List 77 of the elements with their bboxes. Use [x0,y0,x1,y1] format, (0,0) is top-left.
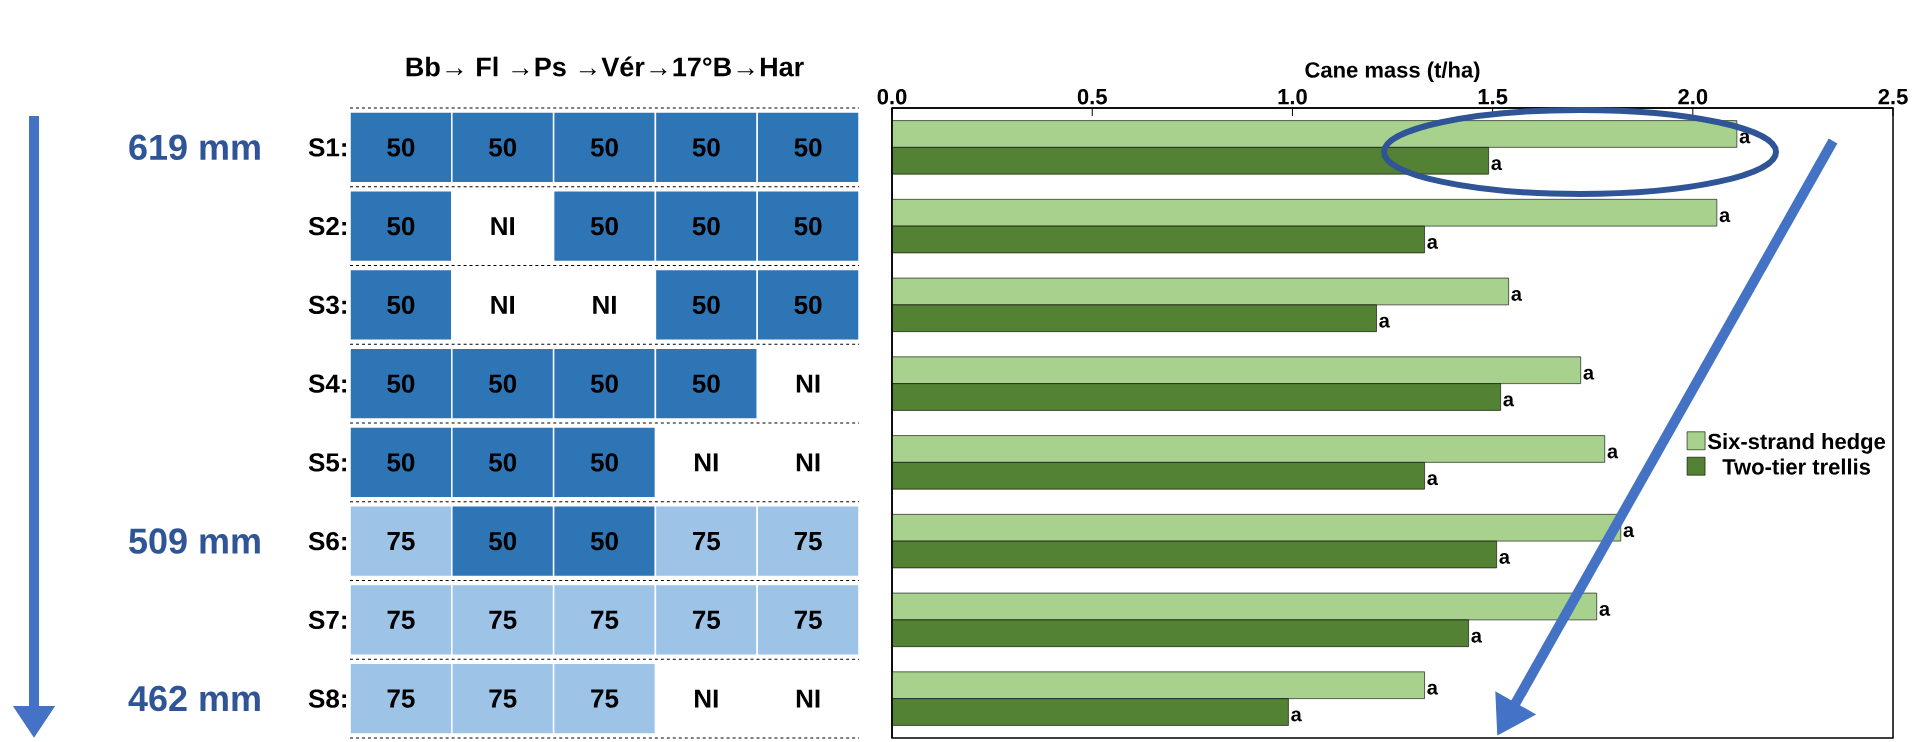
data-label: 50 [794,138,822,157]
data-label: 50 [794,216,822,236]
data-label: 75 [489,610,517,629]
data-label: 75 [591,689,619,708]
data-label: a [1599,604,1611,616]
data-label: 50 [590,374,618,393]
data-label: 75 [692,532,721,551]
data-label: a [1471,631,1483,643]
data-label: 75 [489,689,517,708]
x-tick-label: 0.5 [1077,88,1107,105]
data-label: 50 [387,453,415,472]
legend-label: Six-strand hedge [1708,433,1886,454]
data-label: 50 [692,216,720,236]
data-label: 75 [387,532,415,551]
text: NI [593,295,616,314]
data-label: 50 [489,453,517,472]
data-label: 50 [489,138,517,157]
x-tick-label: 1.0 [1278,88,1307,105]
data-label: a [1503,395,1515,407]
data-label: a [1379,316,1390,328]
data-label: 50 [387,295,415,315]
data-label: 50 [590,216,618,236]
data-label: a [1607,447,1619,459]
text: 619 mm [129,134,260,161]
data-label: 50 [489,374,517,393]
x-tick-label: 0.0 [877,88,907,105]
data-label: a [1427,683,1439,695]
data-label: a [1583,368,1595,380]
data-label: a [1427,237,1439,249]
data-label: 75 [692,610,721,629]
text: NI [695,453,718,472]
text: NI [796,689,820,708]
y-tick-label: S6: [308,531,346,551]
data-label: 50 [489,531,517,551]
data-label: 75 [387,689,415,708]
data-label: 50 [590,138,618,157]
text: NI [695,689,718,708]
text: NI [796,374,820,393]
x-axis-title: Cane mass (t/ha) [1305,61,1480,83]
data-label: a [1427,474,1439,486]
data-label: a [1491,159,1503,171]
y-tick-label: S5: [308,453,346,472]
data-label: 75 [591,610,619,629]
data-label: a [1511,289,1523,301]
data-label: 75 [387,610,415,629]
data-label: 50 [794,295,822,315]
text: NI [491,295,514,314]
text: 509 mm [129,528,260,554]
y-tick-label: S7: [308,610,346,630]
data-label: 50 [590,531,618,551]
x-tick-label: 2.0 [1678,88,1708,105]
y-tick-label: S3: [308,295,346,315]
text: 462 mm [128,685,260,712]
data-label: a [1499,552,1511,564]
data-label: 50 [692,295,720,315]
data-label: 75 [794,532,822,551]
x-tick-label: 2.5 [1878,88,1908,105]
y-tick-label: S8: [308,689,346,708]
data-label: 50 [692,374,720,393]
data-label: 75 [794,610,822,629]
data-label: 50 [590,453,618,472]
chart-title: Bb→ Fl →Ps →Vér→17°B→Har [406,56,804,77]
text: NI [491,217,514,236]
y-tick-label: S1: [308,138,346,157]
y-tick-label: S4: [308,374,346,393]
data-label: 50 [692,138,720,157]
data-label: a [1739,132,1751,144]
data-label: a [1719,211,1731,223]
y-tick-label: S2: [308,216,346,236]
data-label: 50 [387,138,415,157]
text: NI [796,453,820,472]
data-label: a [1623,526,1635,538]
data-label: 50 [387,216,415,236]
data-label: a [1291,710,1302,722]
data-label: 50 [387,374,415,393]
x-tick-label: 1.5 [1478,89,1508,105]
legend-label: Two-tier trellis [1722,458,1871,475]
